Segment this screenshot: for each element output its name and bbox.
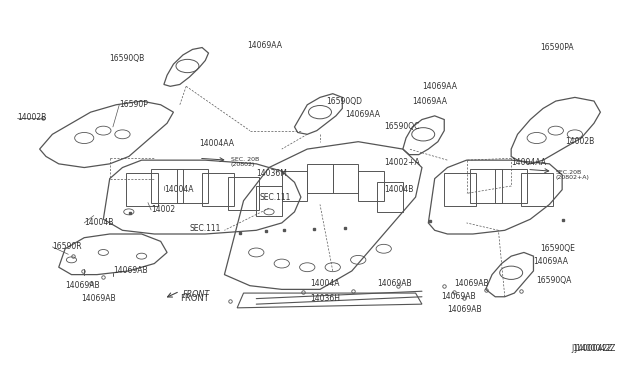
Text: 14002+A: 14002+A: [384, 157, 419, 167]
Text: 14069AB: 14069AB: [81, 294, 116, 303]
Text: 14002B: 14002B: [565, 137, 595, 146]
Text: 14004A: 14004A: [164, 185, 193, 194]
Text: 14004AA: 14004AA: [511, 157, 546, 167]
Text: 14004B: 14004B: [384, 185, 413, 194]
Text: 14004AA: 14004AA: [199, 139, 234, 148]
Text: SEC. 20B
(20802): SEC. 20B (20802): [231, 157, 259, 167]
Text: 14069AB: 14069AB: [65, 281, 100, 290]
Text: 14004B: 14004B: [84, 218, 114, 227]
Text: 14002: 14002: [151, 205, 175, 215]
Text: 14069AA: 14069AA: [246, 41, 282, 50]
Text: 14069AB: 14069AB: [441, 292, 476, 301]
Text: FRONT: FRONT: [183, 291, 211, 299]
Text: FRONT: FRONT: [180, 294, 209, 303]
Text: 16590QA: 16590QA: [537, 276, 572, 285]
Text: 14036M: 14036M: [256, 169, 287, 177]
Text: 14004A: 14004A: [310, 279, 340, 288]
Text: J1400042Z: J1400042Z: [575, 344, 616, 353]
Text: SEC.20B
(20802+A): SEC.20B (20802+A): [556, 170, 589, 180]
Text: 14069AA: 14069AA: [346, 109, 381, 119]
Text: 16590QC: 16590QC: [384, 122, 419, 131]
Text: 14069AB: 14069AB: [447, 305, 482, 314]
Text: 14069AB: 14069AB: [454, 279, 488, 288]
Text: 14069AB: 14069AB: [113, 266, 148, 275]
Text: SEC.111: SEC.111: [189, 224, 221, 233]
Text: 14036H: 14036H: [310, 294, 340, 303]
Text: 16590QB: 16590QB: [109, 54, 145, 63]
Text: 14069AA: 14069AA: [534, 257, 568, 266]
Text: 16590P: 16590P: [119, 100, 148, 109]
Text: 16590QD: 16590QD: [326, 97, 362, 106]
Text: SEC.111: SEC.111: [259, 193, 291, 202]
Text: 14069AA: 14069AA: [412, 97, 447, 106]
Text: 16590R: 16590R: [52, 243, 82, 251]
Text: 16590QE: 16590QE: [540, 244, 575, 253]
Text: J1400042Z: J1400042Z: [572, 344, 613, 353]
Text: 14069AB: 14069AB: [378, 279, 412, 288]
Text: 14002B: 14002B: [17, 113, 47, 122]
Text: 14069AA: 14069AA: [422, 82, 457, 91]
Text: 16590PA: 16590PA: [540, 43, 573, 52]
